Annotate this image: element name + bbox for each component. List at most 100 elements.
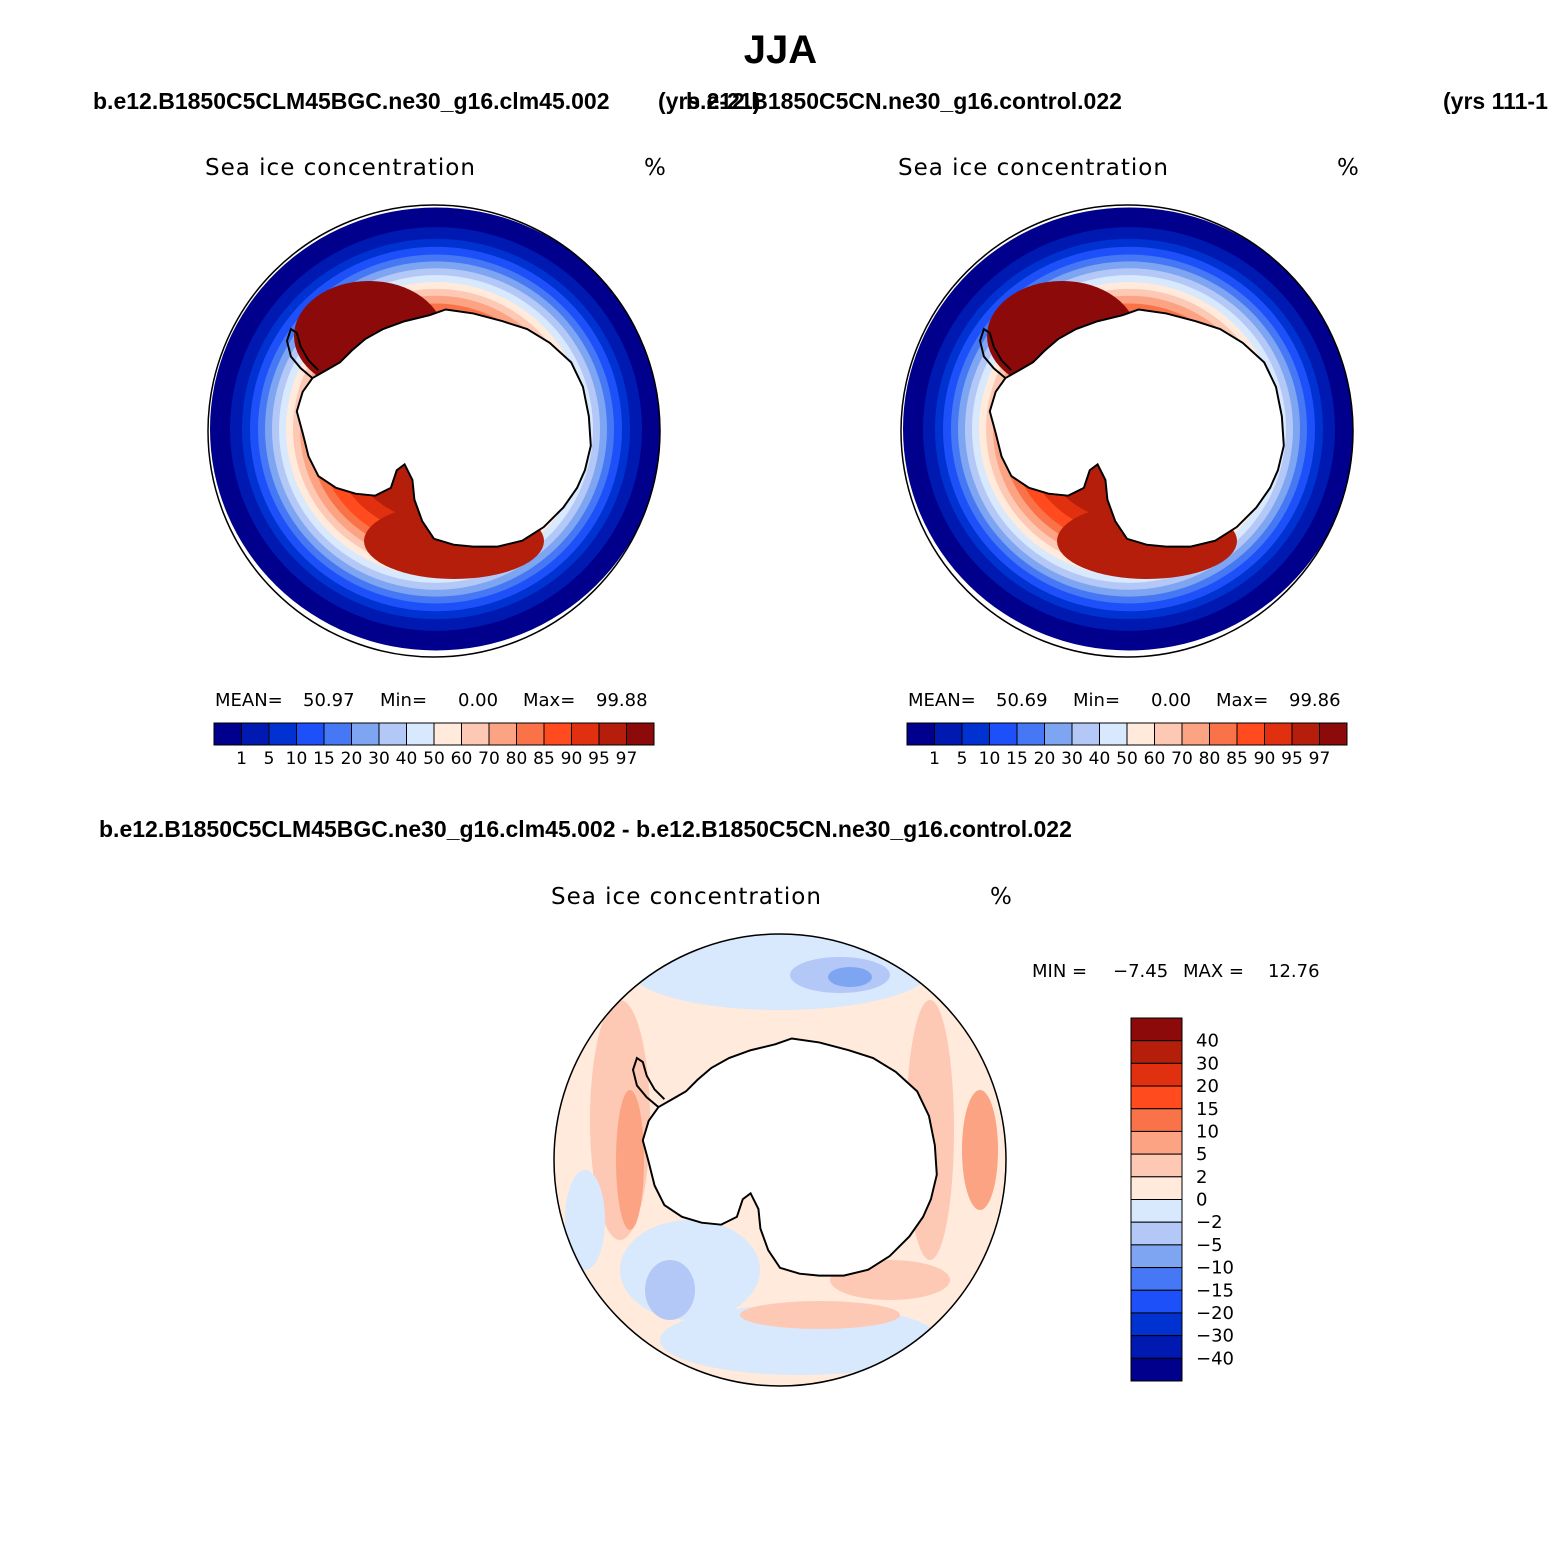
panel-diff-min-label: MIN = xyxy=(1032,961,1088,982)
map-border-diff xyxy=(553,933,1007,1387)
diff-anomaly xyxy=(616,1090,644,1230)
colorbar-swatch xyxy=(989,722,1018,746)
colorbar-tick-label: 30 xyxy=(368,749,390,769)
colorbar-tick-label: 85 xyxy=(1226,749,1248,769)
colorbar-tick-label: 40 xyxy=(1196,1031,1219,1052)
colorbar-swatch xyxy=(323,722,352,746)
colorbar-swatch xyxy=(1044,722,1073,746)
map-panel-diff xyxy=(553,933,1007,1387)
colorbar-swatch xyxy=(1130,1221,1183,1246)
colorbar-swatch xyxy=(1291,722,1320,746)
case-a-label: b.e12.B1850C5CLM45BGC.ne30_g16.clm45.002 xyxy=(93,88,610,114)
colorbar-tick-label: 10 xyxy=(1196,1121,1219,1142)
colorbar-tick-label: 5 xyxy=(264,749,275,769)
colorbar-tick-label: 5 xyxy=(957,749,968,769)
panel-diff-units: % xyxy=(990,884,1013,910)
colorbar-tick-label: 15 xyxy=(1006,749,1028,769)
colorbar-tick-label: 20 xyxy=(341,749,363,769)
colorbar-tick-label: 40 xyxy=(1089,749,1111,769)
map-border-b xyxy=(900,204,1354,658)
diff-anomaly xyxy=(740,1301,900,1329)
panel-diff-title: Sea ice concentration xyxy=(551,884,822,910)
colorbar-tick-label: 1 xyxy=(236,749,247,769)
colorbar-tick-label: 10 xyxy=(979,749,1001,769)
colorbar-tick-label: 70 xyxy=(478,749,500,769)
colorbar-tick-label: 60 xyxy=(1144,749,1166,769)
colorbar-swatch xyxy=(1236,722,1265,746)
panel-diff-min-value: −7.45 xyxy=(1113,961,1169,982)
panel-a-min-value: 0.00 xyxy=(458,690,499,711)
diff-anomaly xyxy=(565,1170,605,1270)
colorbar-swatch xyxy=(433,722,462,746)
colorbar-tick-label: −2 xyxy=(1196,1212,1223,1233)
colorbar-swatch xyxy=(241,722,270,746)
map-panel-a xyxy=(207,204,661,658)
colorbar-tick-label: 30 xyxy=(1196,1053,1219,1074)
panel-b-max-value: 99.86 xyxy=(1289,690,1341,711)
colorbar-swatch xyxy=(213,722,242,746)
panel-diff-max-label: MAX = xyxy=(1183,961,1244,982)
panel-a-title: Sea ice concentration xyxy=(205,155,476,181)
colorbar-swatch xyxy=(268,722,297,746)
panel-a-max-label: Max= xyxy=(523,690,576,711)
colorbar-tick-label: 97 xyxy=(616,749,638,769)
colorbar-tick-label: 40 xyxy=(396,749,418,769)
colorbar-swatch xyxy=(1130,1153,1183,1178)
map-border-a xyxy=(207,204,661,658)
diff-anomaly xyxy=(828,967,872,987)
colorbar-tick-label: 85 xyxy=(533,749,555,769)
colorbar-tick-label: 1 xyxy=(929,749,940,769)
colorbar-swatch xyxy=(1130,1357,1183,1382)
panel-b-min-label: Min= xyxy=(1073,690,1121,711)
colorbar-tick-label: −10 xyxy=(1196,1258,1234,1279)
colorbar-tick-label: 95 xyxy=(588,749,610,769)
colorbar-swatch xyxy=(1130,1312,1183,1337)
colorbar-a: 1 5 10 15 20 30 40 50 60 70 80 85 90 95 97 xyxy=(213,722,655,769)
colorbar-tick-label: 50 xyxy=(1116,749,1138,769)
colorbar-tick-label: −40 xyxy=(1196,1348,1234,1369)
colorbar-swatch xyxy=(626,722,655,746)
panel-b-mean-label: MEAN= xyxy=(908,690,976,711)
colorbar-swatch xyxy=(516,722,545,746)
panel-b-units: % xyxy=(1337,155,1360,181)
colorbar-swatch xyxy=(406,722,435,746)
diff-anomaly xyxy=(645,1260,695,1320)
colorbar-swatch xyxy=(1209,722,1238,746)
colorbar-swatch xyxy=(934,722,963,746)
season-title: JJA xyxy=(743,28,818,72)
colorbar-swatch xyxy=(1154,722,1183,746)
colorbar-swatch xyxy=(961,722,990,746)
colorbar-tick-label: 60 xyxy=(451,749,473,769)
colorbar-tick-label: 20 xyxy=(1034,749,1056,769)
colorbar-swatch xyxy=(1130,1040,1183,1064)
map-panel-b xyxy=(900,204,1354,658)
panel-a-units: % xyxy=(644,155,667,181)
case-b-label: b.e12.B1850C5CN.ne30_g16.control.022 xyxy=(686,88,1122,114)
colorbar-swatch xyxy=(1181,722,1210,746)
colorbar-swatch xyxy=(1099,722,1128,746)
colorbar-tick-label: 20 xyxy=(1196,1076,1219,1097)
case-b-years: (yrs 111-1 xyxy=(1443,88,1548,114)
colorbar-tick-label: 2 xyxy=(1196,1167,1207,1188)
colorbar-swatch xyxy=(1130,1085,1183,1110)
colorbar-swatch xyxy=(543,722,572,746)
colorbar-tick-label: −30 xyxy=(1196,1326,1234,1347)
panel-a-min-label: Min= xyxy=(380,690,428,711)
colorbar-swatch xyxy=(1071,722,1100,746)
colorbar-swatch xyxy=(906,722,935,746)
colorbar-swatch xyxy=(1130,1130,1183,1155)
colorbar-tick-label: 90 xyxy=(1254,749,1276,769)
case-a-years: (yrs 2-21) xyxy=(658,88,761,114)
colorbar-tick-label: 0 xyxy=(1196,1190,1207,1211)
panel-b-title: Sea ice concentration xyxy=(898,155,1169,181)
colorbar-swatch xyxy=(1016,722,1045,746)
panel-b-min-value: 0.00 xyxy=(1151,690,1192,711)
panel-b-max-label: Max= xyxy=(1216,690,1269,711)
colorbar-tick-label: 15 xyxy=(313,749,335,769)
panel-a-max-value: 99.88 xyxy=(596,690,648,711)
colorbar-swatch xyxy=(296,722,325,746)
panel-b-mean-value: 50.69 xyxy=(996,690,1048,711)
difference-title: b.e12.B1850C5CLM45BGC.ne30_g16.clm45.002… xyxy=(99,816,1072,842)
